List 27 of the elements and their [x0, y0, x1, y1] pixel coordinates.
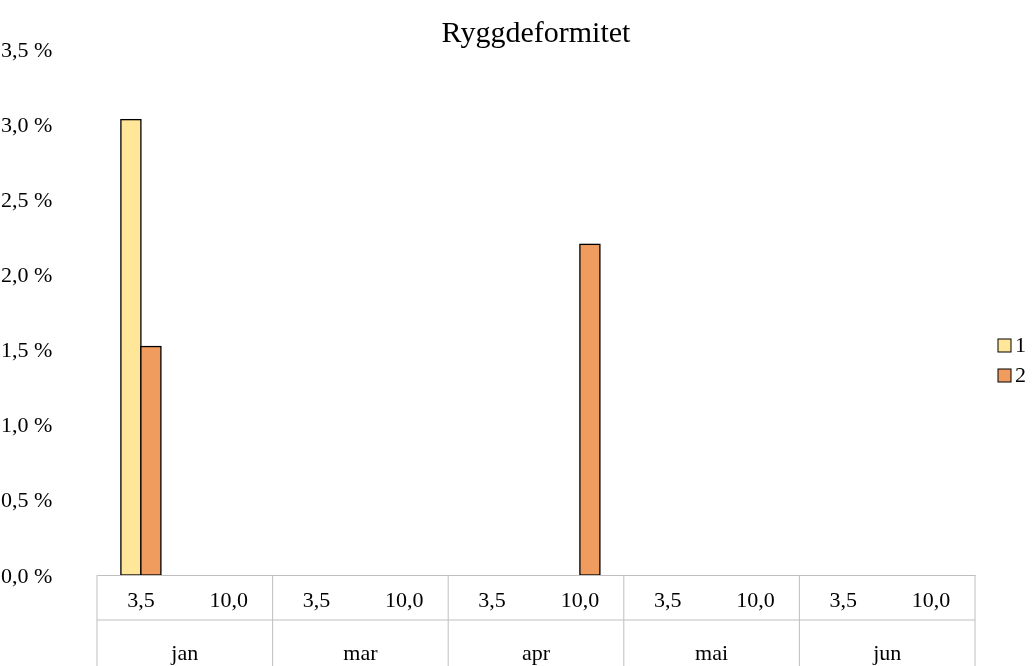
x-tick-label: 10,0	[911, 586, 951, 612]
x-tick-label: 10,0	[385, 586, 424, 612]
text: mai	[695, 640, 729, 665]
x-tick-label: 3,5	[302, 586, 331, 612]
y-tick-label: 1,5 %	[1, 337, 53, 363]
x-tick-label: 3,5	[653, 586, 682, 612]
x-tick-label: 3,5	[127, 586, 155, 612]
y-tick-label: 2,0 %	[1, 261, 53, 287]
y-tick-label: 3,0 %	[1, 111, 53, 137]
bar	[579, 243, 601, 576]
x-tick-label: 10,0	[560, 586, 600, 612]
x-tick-label: 3,5	[478, 586, 506, 612]
text: mar	[343, 640, 379, 665]
x-tick-label: 10,0	[209, 586, 248, 612]
chart-title: Ryggdeformitet	[441, 15, 632, 48]
y-tick-label: 2,5 %	[1, 186, 53, 212]
legend-label: 1	[1015, 332, 1026, 357]
y-tick-label: 3,5 %	[1, 36, 53, 62]
x-tick-label: 3,5	[829, 586, 858, 612]
text: jun	[872, 640, 902, 665]
x-tick-label: 10,0	[736, 586, 775, 612]
y-tick-label: 0,5 %	[1, 487, 53, 513]
text: jan	[170, 640, 199, 665]
y-tick-label: 0,0 %	[1, 562, 53, 588]
y-tick-label: 1,0 %	[1, 412, 53, 438]
text: apr	[521, 640, 551, 665]
legend-label: 2	[1015, 362, 1026, 387]
